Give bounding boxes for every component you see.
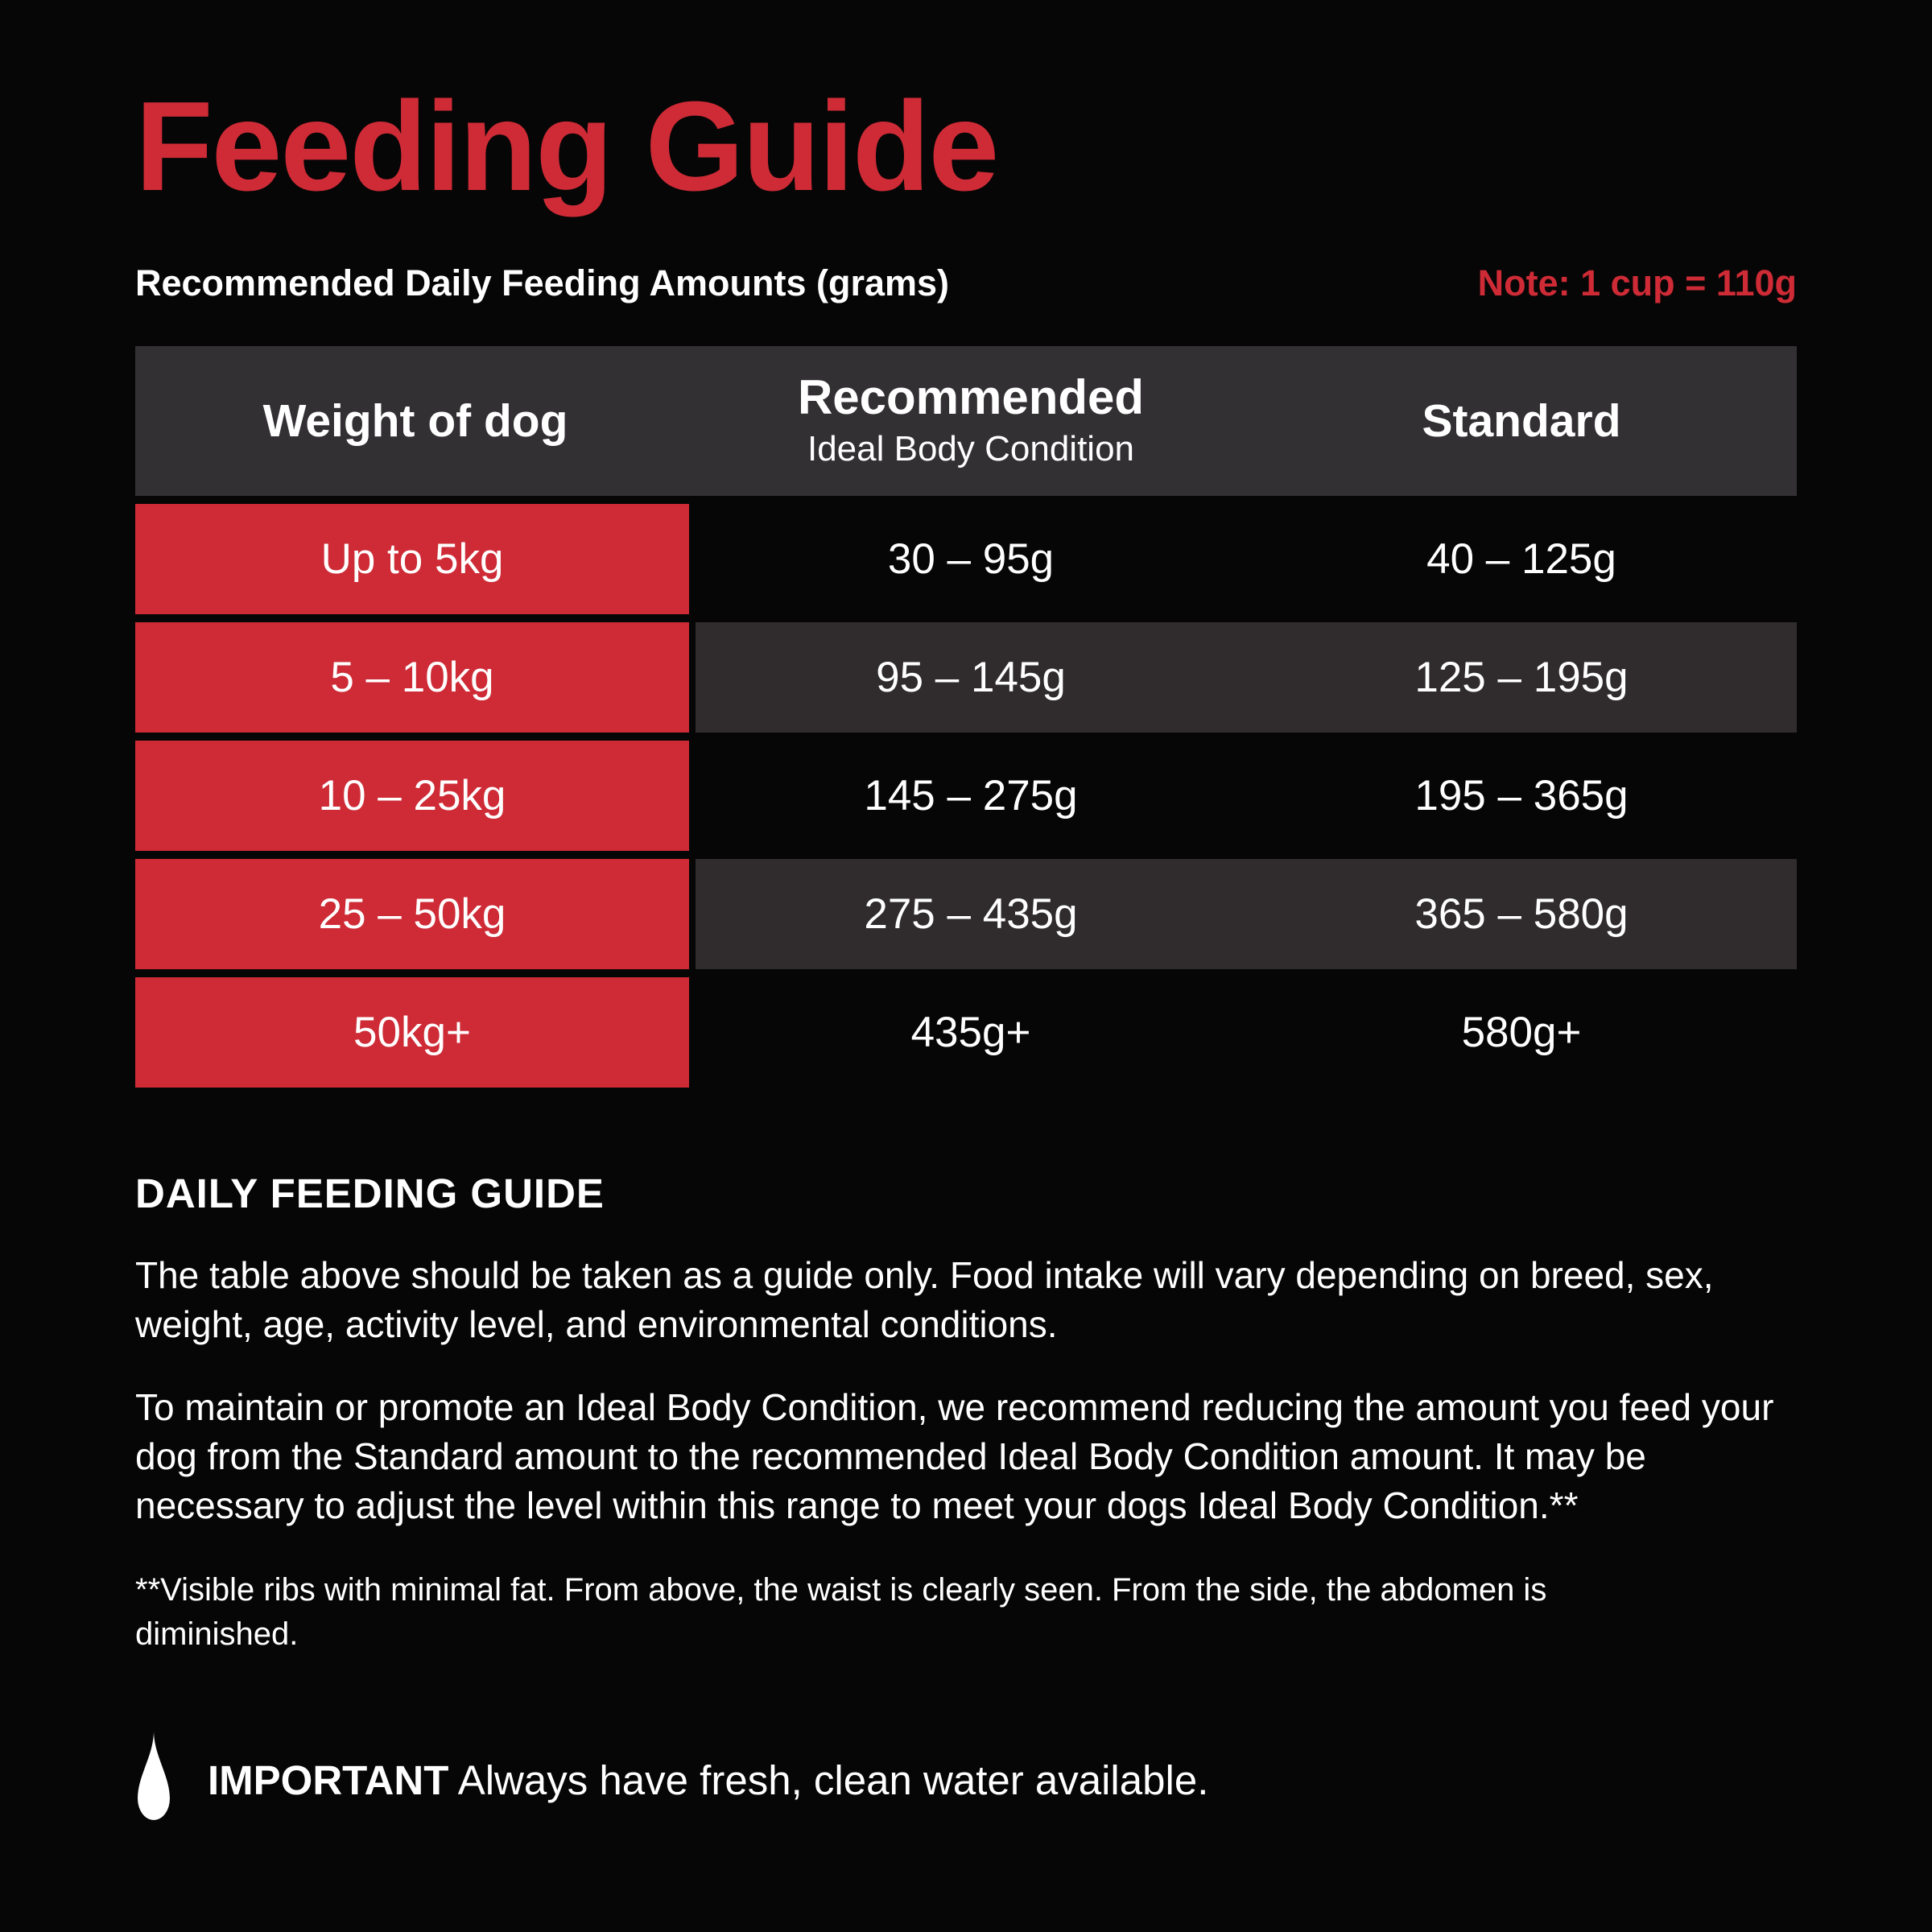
important-row: IMPORTANT Always have fresh, clean water… (135, 1731, 1797, 1829)
important-text: IMPORTANT Always have fresh, clean water… (208, 1757, 1208, 1804)
table-row: 10 – 25kg 145 – 275g 195 – 365g (135, 740, 1797, 851)
weight-cell: Up to 5kg (135, 503, 689, 614)
header-recommended-main: Recommended (797, 370, 1145, 425)
header-weight-of-dog: Weight of dog (262, 394, 568, 447)
weight-cell: 10 – 25kg (135, 740, 689, 851)
row-values: 435g+ 580g+ (696, 977, 1797, 1088)
row-values: 275 – 435g 365 – 580g (696, 858, 1797, 969)
section-heading: DAILY FEEDING GUIDE (135, 1170, 605, 1216)
subtitle: Recommended Daily Feeding Amounts (grams… (135, 262, 950, 303)
standard-cell: 40 – 125g (1426, 535, 1616, 583)
table-row: 5 – 10kg 95 – 145g 125 – 195g (135, 621, 1797, 733)
recommended-cell: 145 – 275g (864, 771, 1078, 819)
recommended-cell: 275 – 435g (864, 890, 1078, 938)
paragraph-ideal-body: To maintain or promote an Ideal Body Con… (135, 1386, 1774, 1527)
standard-cell: 580g+ (1461, 1008, 1582, 1056)
standard-cell: 365 – 580g (1414, 890, 1629, 938)
paragraph-guide: The table above should be taken as a gui… (135, 1253, 1714, 1345)
subtitle-row: Recommended Daily Feeding Amounts (grams… (135, 262, 1797, 304)
header-standard: Standard (1422, 394, 1621, 447)
standard-cell: 125 – 195g (1414, 653, 1629, 701)
important-message: Always have fresh, clean water available… (448, 1757, 1209, 1803)
row-values: 95 – 145g 125 – 195g (696, 621, 1797, 733)
table-row: 25 – 50kg 275 – 435g 365 – 580g (135, 858, 1797, 969)
header-recommended-sub: Ideal Body Condition (807, 429, 1135, 469)
recommended-cell: 435g+ (910, 1008, 1031, 1056)
row-values: 30 – 95g 40 – 125g (696, 504, 1797, 614)
weight-cell: 50kg+ (135, 976, 689, 1088)
footnote: **Visible ribs with minimal fat. From ab… (135, 1571, 1547, 1652)
recommended-cell: 30 – 95g (887, 535, 1055, 583)
standard-cell: 195 – 365g (1414, 771, 1629, 819)
table-row: 50kg+ 435g+ 580g+ (135, 976, 1797, 1088)
cup-note: Note: 1 cup = 110g (1477, 262, 1797, 303)
header-recommended: Recommended Ideal Body Condition (696, 372, 1246, 469)
weight-cell: 25 – 50kg (135, 858, 689, 969)
table-header-row: Weight of dog Recommended Ideal Body Con… (135, 345, 1797, 496)
weight-cell: 5 – 10kg (135, 621, 689, 733)
important-label: IMPORTANT (208, 1757, 449, 1803)
table-row: Up to 5kg 30 – 95g 40 – 125g (135, 503, 1797, 614)
water-drop-icon (138, 1731, 170, 1820)
feeding-table: Weight of dog Recommended Ideal Body Con… (135, 345, 1797, 1088)
row-values: 145 – 275g 195 – 365g (696, 741, 1797, 851)
feeding-guide-page: Feeding Guide Recommended Daily Feeding … (0, 76, 1932, 1932)
page-title: Feeding Guide (135, 76, 999, 217)
recommended-cell: 95 – 145g (876, 653, 1066, 701)
